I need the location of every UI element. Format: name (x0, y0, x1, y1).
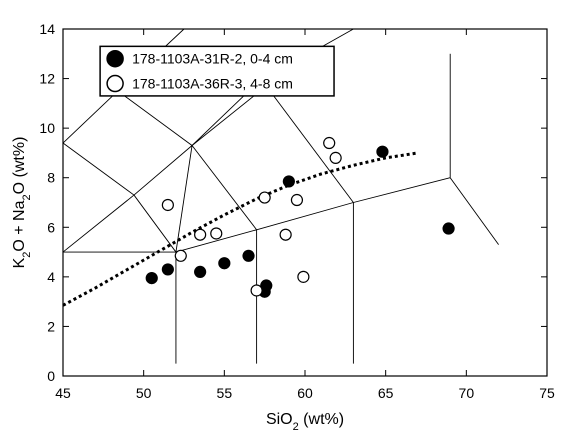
classification-line (175, 177, 451, 253)
data-point-open (250, 284, 263, 297)
x-axis-title: SiO2 (wt%) (266, 411, 344, 433)
data-point-open (161, 198, 174, 212)
x-tick-label: 65 (378, 385, 394, 401)
y-tick-label: 12 (39, 71, 55, 87)
data-point-open (174, 249, 187, 262)
legend-label-series-2: 178-1103A-36R-3, 4-8 cm (132, 76, 293, 92)
x-tick-label: 70 (459, 385, 475, 401)
data-point-filled (161, 263, 174, 276)
y-tick-label: 0 (47, 368, 55, 384)
classification-line (63, 251, 177, 364)
data-point-open (279, 228, 292, 241)
classification-line (62, 145, 193, 253)
dotted-trend-curve (62, 151, 419, 307)
x-tick-label: 75 (539, 385, 555, 401)
data-point-open (194, 228, 207, 241)
data-point-filled (194, 265, 207, 278)
x-tick-label: 45 (55, 385, 71, 401)
legend-label-series-1: 178-1103A-31R-2, 0-4 cm (132, 51, 293, 67)
y-tick-label: 4 (47, 269, 55, 285)
data-point-open (323, 136, 336, 150)
x-tick-label: 60 (297, 385, 313, 401)
classification-lines (62, 28, 499, 364)
data-point-open (297, 270, 310, 283)
y-tick-label: 14 (39, 21, 55, 37)
data-point-filled (282, 175, 295, 188)
classification-line (265, 85, 354, 203)
y-tick-label: 10 (39, 120, 55, 136)
data-point-filled (145, 271, 158, 285)
tick-labels: 45 50 55 60 65 70 75 0 2 4 6 8 10 12 14 (39, 21, 555, 401)
data-point-filled (242, 249, 255, 262)
legend-box (99, 45, 335, 97)
legend-marker-filled (106, 49, 124, 68)
data-points (145, 136, 455, 298)
data-point-open (258, 191, 271, 204)
legend: 178-1103A-31R-2, 0-4 cm 178-1103A-36R-3,… (99, 45, 335, 97)
data-point-open (329, 151, 342, 164)
classification-line (449, 177, 499, 245)
legend-marker-open (106, 74, 124, 93)
axis-ticks (62, 28, 548, 377)
data-point-open (290, 193, 304, 207)
y-tick-label: 2 (47, 318, 55, 334)
data-point-filled (442, 222, 455, 235)
data-point-filled (218, 257, 231, 270)
classification-line (62, 142, 135, 196)
y-tick-label: 8 (47, 170, 55, 186)
classification-line (191, 145, 257, 231)
data-point-filled (376, 145, 389, 158)
y-axis-title: K2O + Na2O (wt%) (11, 137, 33, 269)
data-point-open (210, 227, 223, 240)
data-point-filled (260, 279, 273, 292)
x-tick-label: 55 (217, 385, 233, 401)
x-tick-label: 50 (136, 385, 152, 401)
y-tick-label: 6 (47, 219, 55, 235)
